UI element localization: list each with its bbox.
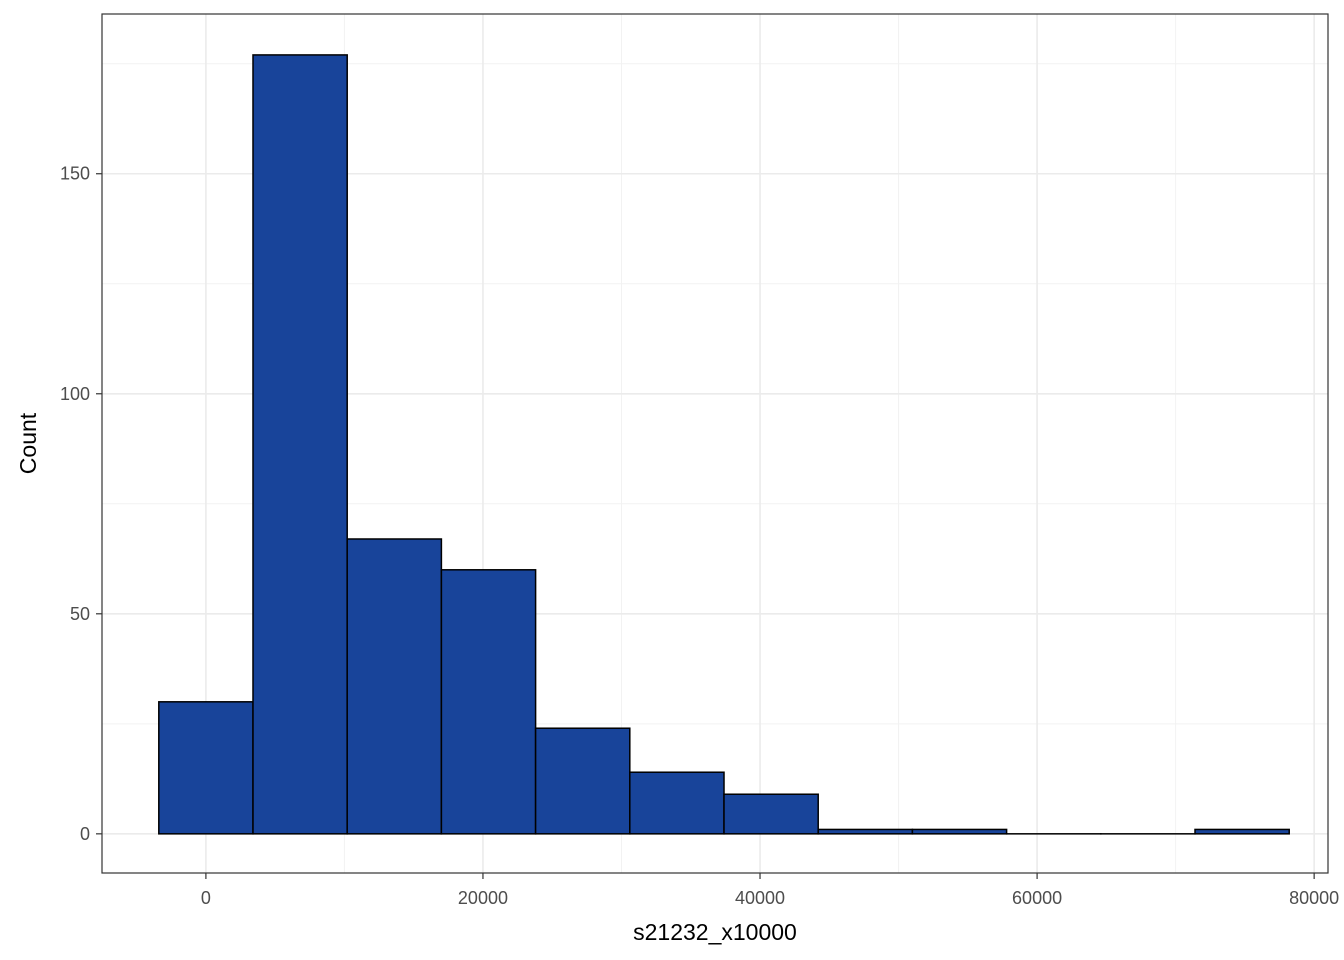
y-tick-label: 100	[60, 384, 90, 404]
x-axis-ticks: 0 20000 40000 60000 80000	[201, 873, 1339, 908]
histogram-bar	[723, 793, 819, 835]
histogram-bar	[440, 569, 537, 835]
panel-border	[101, 13, 1329, 874]
histogram-bar	[252, 54, 348, 835]
histogram-bar	[534, 727, 631, 835]
histogram-bar	[1194, 828, 1290, 835]
histogram-bar	[158, 701, 254, 835]
y-axis-title: Count	[15, 412, 41, 474]
histogram-bar	[817, 828, 914, 835]
x-axis-title: s21232_x10000	[633, 919, 797, 945]
histogram-bar	[911, 828, 1008, 835]
histogram-bar	[346, 538, 443, 835]
x-tick-label: 0	[201, 888, 211, 908]
y-axis-ticks: 0 50 100 150	[60, 164, 102, 844]
y-tick-label: 150	[60, 164, 90, 184]
x-tick-label: 80000	[1289, 888, 1339, 908]
x-tick-label: 20000	[458, 888, 508, 908]
y-tick-label: 0	[80, 824, 90, 844]
histogram-bars	[158, 54, 1290, 835]
y-tick-label: 50	[70, 604, 90, 624]
x-tick-label: 40000	[735, 888, 785, 908]
x-tick-label: 60000	[1012, 888, 1062, 908]
histogram-bar	[629, 771, 725, 835]
